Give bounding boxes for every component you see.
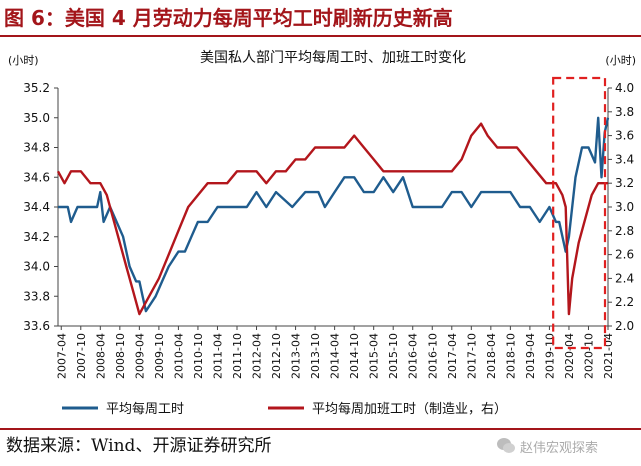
legend-label-weekly-hours: 平均每周工时 [106, 401, 184, 417]
left-tick-label: 34.6 [23, 170, 50, 184]
right-tick-label: 2.4 [615, 271, 634, 285]
source-note: 数据来源：Wind、开源证券研究所 [6, 436, 272, 456]
highlight-box [552, 76, 607, 350]
right-tick-label: 2.2 [615, 295, 634, 309]
right-tick-label: 2.6 [615, 248, 634, 262]
left-tick-label: 34.8 [23, 141, 50, 155]
title-rule [0, 35, 641, 37]
left-tick-label: 34.2 [23, 230, 50, 244]
x-tick-label: 2012-04 [251, 333, 264, 379]
wechat-icon [497, 438, 515, 453]
x-tick-label: 2016-04 [407, 333, 420, 379]
x-tick-label: 2018-04 [485, 333, 498, 379]
legend-label-overtime-hours: 平均每周加班工时（制造业，右） [312, 401, 507, 417]
left-tick-label: 33.6 [23, 319, 50, 333]
right-tick-label: 3.8 [615, 105, 634, 119]
right-tick-label: 2.0 [615, 319, 634, 333]
x-tick-label: 2012-10 [270, 333, 283, 379]
x-tick-label: 2013-04 [290, 333, 303, 379]
x-tick-label: 2007-04 [55, 333, 68, 379]
x-tick-label: 2020-04 [563, 333, 576, 379]
x-tick-label: 2017-10 [465, 333, 478, 379]
x-tick-label: 2020-10 [582, 333, 595, 379]
left-tick-label: 33.8 [23, 289, 50, 303]
x-tick-label: 2014-10 [348, 333, 361, 379]
right-tick-label: 4.0 [615, 81, 634, 95]
x-tick-label: 2015-10 [387, 333, 400, 379]
right-tick-label: 3.4 [615, 152, 634, 166]
series-line-overtime-hours [56, 122, 608, 316]
left-axis-unit: (小时) [8, 54, 39, 67]
x-tick-label: 2016-10 [426, 333, 439, 379]
left-tick-label: 34.4 [23, 200, 50, 214]
x-tick-label: 2013-10 [309, 333, 322, 379]
right-tick-label: 3.2 [615, 176, 634, 190]
x-tick-label: 2009-10 [153, 333, 166, 379]
figure-title: 图 6：美国 4 月劳动力每周平均工时刷新历史新高 [4, 6, 453, 30]
line-chart: 33.6 33.8 34.0 34.2 34.4 34.6 34.8 35.0 35.2 2.0… [8, 50, 636, 417]
right-tick-label: 3.0 [615, 200, 634, 214]
right-axis-unit: (小时) [605, 54, 636, 67]
series-line-weekly-hours [58, 116, 610, 313]
x-tick-label: 2010-10 [192, 333, 205, 379]
x-tick-label: 2008-04 [94, 333, 107, 379]
source-rule [0, 428, 641, 430]
left-tick-label: 35.2 [23, 81, 50, 95]
left-tick-label: 34.0 [23, 260, 50, 274]
right-tick-label: 2.8 [615, 224, 634, 238]
watermark: 赵伟宏观探索 [496, 432, 636, 460]
x-tick-label: 2019-04 [524, 333, 537, 379]
right-tick-label: 3.6 [615, 129, 634, 143]
x-tick-label: 2011-10 [231, 333, 244, 379]
x-tick-label: 2009-04 [133, 333, 146, 379]
x-tick-label: 2018-10 [504, 333, 517, 379]
x-tick-label: 2014-04 [329, 333, 342, 379]
x-tick-label: 2010-04 [172, 333, 185, 379]
x-tick-label: 2011-04 [211, 333, 224, 379]
x-tick-label: 2019-10 [543, 333, 556, 379]
x-tick-label: 2007-10 [75, 333, 88, 379]
x-tick-label: 2015-04 [368, 333, 381, 379]
chart-title: 美国私人部门平均每周工时、加班工时变化 [200, 50, 466, 66]
x-tick-label: 2017-04 [446, 333, 459, 379]
watermark-text: 赵伟宏观探索 [520, 440, 599, 456]
left-tick-label: 35.0 [23, 111, 50, 125]
x-tick-label: 2008-10 [114, 333, 127, 379]
